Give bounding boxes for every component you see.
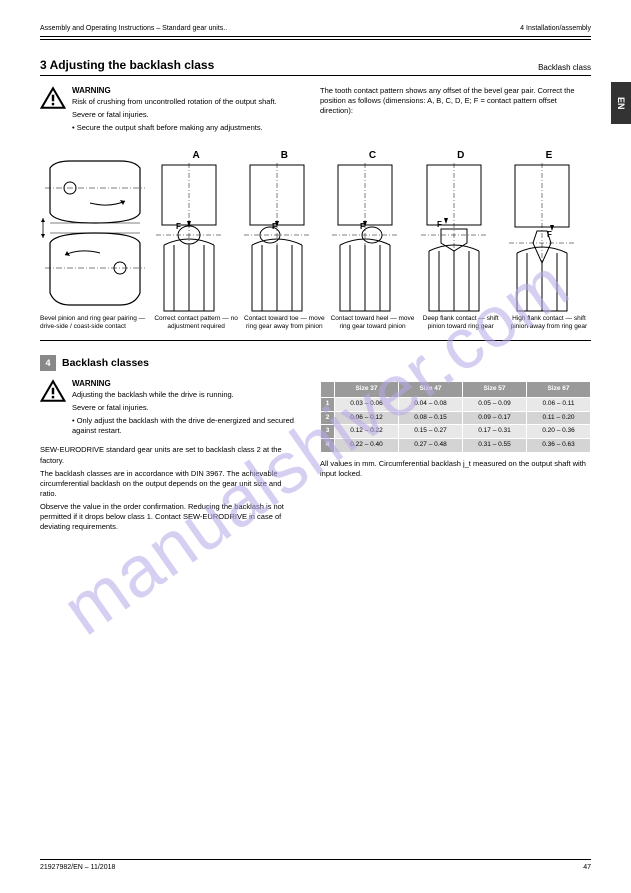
header-right: 4 Installation/assembly (520, 25, 591, 32)
diagram-D: D F Deep flank contact — shift pinion to… (419, 150, 503, 330)
diagram-letter: E (507, 150, 591, 161)
body-para-3: Observe the value in the order confirmat… (40, 502, 300, 532)
body-para-1: SEW-EURODRIVE standard gear units are se… (40, 445, 300, 465)
warning-2-bullet: • Only adjust the backlash with the driv… (72, 416, 300, 436)
table-header: Size 57 (463, 382, 527, 398)
table-header: Size 47 (399, 382, 463, 398)
section-3-title: 3 Adjusting the backlash class (40, 58, 214, 72)
diagram-caption: Contact toward heel — move ring gear tow… (330, 315, 414, 330)
page-footer: 21927982/EN – 11/2018 47 (40, 859, 591, 871)
diagram-caption: Correct contact pattern — no adjustment … (154, 315, 238, 330)
section-4-body: WARNING Adjusting the backlash while the… (40, 379, 591, 535)
header-rule (40, 39, 591, 40)
page-header: Assembly and Operating Instructions – St… (40, 25, 591, 37)
section-4-number: 4 (40, 355, 56, 371)
bevel-gear-pair-diagram (40, 153, 150, 313)
table-caption: All values in mm. Circumferential backla… (320, 459, 591, 479)
page-content: Assembly and Operating Instructions – St… (0, 0, 631, 555)
warning-1-bullet: • Secure the output shaft before making … (72, 123, 300, 133)
header-left: Assembly and Operating Instructions – St… (40, 25, 227, 32)
left-diagram-caption: Bevel pinion and ring gear pairing — dri… (40, 315, 150, 330)
section-3-right: Backlash class (538, 63, 591, 72)
diagram-letter: D (419, 150, 503, 161)
warning-2-body1: Adjusting the backlash while the drive i… (72, 390, 300, 400)
svg-text:F: F (437, 220, 442, 229)
footer-right: 47 (583, 864, 591, 871)
pre-diagram-paragraph: The tooth contact pattern shows any offs… (320, 86, 591, 116)
warning-2-heading: WARNING (72, 379, 300, 390)
diagram-E: E F High flank contact — shift pinion aw… (507, 150, 591, 330)
table-header: Size 37 (335, 382, 399, 398)
table-header: Size 67 (527, 382, 591, 398)
warning-1-heading: WARNING (72, 86, 300, 97)
body-para-2: The backlash classes are in accordance w… (40, 469, 300, 499)
table-header (321, 382, 335, 398)
warning-2-body2: Severe or fatal injuries. (72, 403, 300, 413)
svg-text:F: F (547, 230, 552, 239)
contact-pattern-diagrams: Bevel pinion and ring gear pairing — dri… (40, 150, 591, 341)
section-4-header: 4 Backlash classes (40, 355, 591, 371)
warning-1-body1: Risk of crushing from uncontrolled rotat… (72, 97, 300, 107)
warning-icon (40, 86, 66, 113)
footer-left: 21927982/EN – 11/2018 (40, 864, 115, 871)
svg-text:F: F (176, 222, 181, 231)
warning-1-block: WARNING Risk of crushing from uncontroll… (40, 86, 591, 142)
diagram-letter: B (242, 150, 326, 161)
diagram-caption: High flank contact — shift pinion away f… (507, 315, 591, 330)
table-row: 40.22 – 0.400.27 – 0.480.31 – 0.550.36 –… (321, 439, 591, 453)
table-row: 20.06 – 0.120.08 – 0.150.09 – 0.170.11 –… (321, 411, 591, 425)
diagram-A: A F Correct contact pattern — no adjustm… (154, 150, 238, 330)
section-3-header: 3 Adjusting the backlash class Backlash … (40, 58, 591, 76)
diagram-caption: Contact toward toe — move ring gear away… (242, 315, 326, 330)
diagram-letter: A (154, 150, 238, 161)
diagram-B: B F Contact toward toe — move ring gear … (242, 150, 326, 330)
table-row: 10.03 – 0.060.04 – 0.080.05 – 0.090.06 –… (321, 397, 591, 411)
section-4-title: Backlash classes (62, 357, 149, 369)
diagram-caption: Deep flank contact — shift pinion toward… (419, 315, 503, 330)
warning-icon (40, 379, 66, 406)
diagram-letter: C (330, 150, 414, 161)
warning-1-body2: Severe or fatal injuries. (72, 110, 300, 120)
diagram-C: C F Contact toward heel — move ring gear… (330, 150, 414, 330)
table-row: 30.12 – 0.220.15 – 0.270.17 – 0.310.20 –… (321, 425, 591, 439)
backlash-table: Size 37 Size 47 Size 57 Size 67 10.03 – … (320, 381, 591, 453)
